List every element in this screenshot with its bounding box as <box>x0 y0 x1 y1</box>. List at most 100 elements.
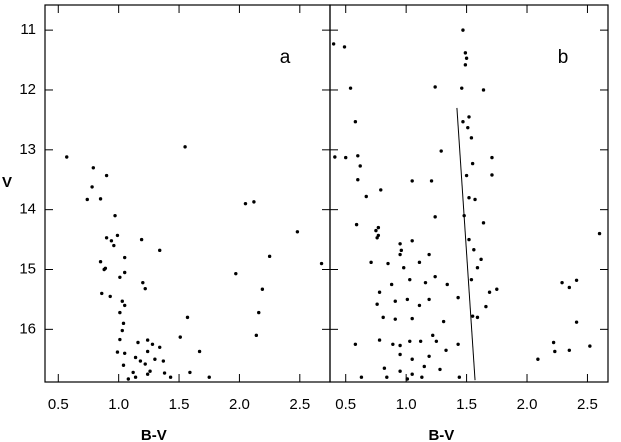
star-point <box>319 261 324 266</box>
star-point <box>376 225 381 230</box>
star-point <box>90 185 94 189</box>
star-point <box>417 260 422 265</box>
star-point <box>133 355 138 360</box>
star-point <box>567 348 572 352</box>
star-point <box>389 282 394 287</box>
star-point <box>439 149 443 153</box>
star-point <box>433 215 437 219</box>
star-point <box>143 362 147 366</box>
star-point <box>462 213 466 218</box>
fit-line <box>456 107 476 381</box>
star-point <box>402 266 406 270</box>
star-point <box>267 254 272 259</box>
star-point <box>145 372 150 376</box>
star-point <box>126 377 131 381</box>
star-point <box>120 328 124 333</box>
star-point <box>597 231 602 236</box>
star-point <box>333 155 337 159</box>
star-point <box>398 369 402 373</box>
star-point <box>183 145 187 149</box>
star-point <box>112 243 116 248</box>
star-point <box>472 248 476 252</box>
star-point <box>386 261 390 266</box>
star-point <box>115 233 120 238</box>
star-point <box>138 359 143 363</box>
star-point <box>487 290 492 294</box>
star-point <box>252 200 256 204</box>
star-point <box>398 352 402 357</box>
x-tick-label: 2.5 <box>577 396 598 413</box>
star-point <box>133 375 138 379</box>
star-point <box>473 197 477 202</box>
star-point <box>464 56 469 60</box>
star-point <box>464 173 469 178</box>
star-point <box>444 348 448 352</box>
star-point <box>445 282 449 287</box>
star-point <box>234 271 238 276</box>
star-point <box>469 277 474 282</box>
star-point <box>463 51 468 55</box>
star-point <box>104 236 109 240</box>
star-point <box>441 319 446 324</box>
star-point <box>91 166 96 170</box>
y-tick-label: 12 <box>19 81 36 98</box>
star-point <box>375 236 379 240</box>
star-point <box>65 155 69 159</box>
x-tick-label: 0.5 <box>335 396 356 413</box>
star-point <box>260 287 265 291</box>
star-point <box>431 333 435 338</box>
star-point <box>364 194 368 199</box>
star-point <box>153 357 157 361</box>
star-point <box>456 295 460 300</box>
star-point <box>553 349 557 354</box>
star-point <box>410 239 414 243</box>
star-point <box>121 363 126 367</box>
star-point <box>379 188 383 192</box>
star-point <box>158 248 162 253</box>
star-point <box>427 297 431 302</box>
star-point <box>470 161 475 166</box>
y-tick-label: 14 <box>19 201 36 218</box>
star-point <box>375 302 379 306</box>
x-tick-label: 1.5 <box>169 396 190 413</box>
star-point <box>104 173 109 178</box>
star-point <box>369 260 373 265</box>
star-point <box>158 345 162 349</box>
star-point <box>461 119 465 124</box>
star-point <box>469 136 474 140</box>
star-point <box>103 266 108 271</box>
star-point <box>120 299 124 303</box>
star-point <box>405 297 410 302</box>
star-point <box>457 375 462 379</box>
star-point <box>139 237 144 242</box>
y-tick-label: 11 <box>20 21 36 38</box>
star-point <box>560 280 564 285</box>
star-point <box>254 333 259 338</box>
star-point <box>398 343 402 348</box>
star-point <box>136 340 140 345</box>
star-point <box>207 375 211 379</box>
star-point <box>123 351 127 355</box>
star-point <box>475 266 480 270</box>
star-point <box>118 275 122 279</box>
star-point <box>393 299 397 303</box>
star-point <box>382 366 387 370</box>
star-point <box>161 359 166 363</box>
star-point <box>588 344 592 348</box>
panel-label: a <box>280 47 291 68</box>
star-point <box>481 221 486 225</box>
star-point <box>420 375 424 379</box>
star-point <box>109 239 114 243</box>
star-point <box>574 320 579 324</box>
star-point <box>408 277 412 282</box>
x-tick-label: 1.0 <box>396 396 417 413</box>
star-point <box>423 280 428 285</box>
star-point <box>410 357 414 361</box>
star-point <box>185 315 190 320</box>
star-point <box>145 338 150 342</box>
star-point <box>123 303 127 308</box>
star-point <box>150 342 155 346</box>
star-point <box>417 303 422 308</box>
star-point <box>118 310 122 315</box>
star-point <box>490 155 494 160</box>
